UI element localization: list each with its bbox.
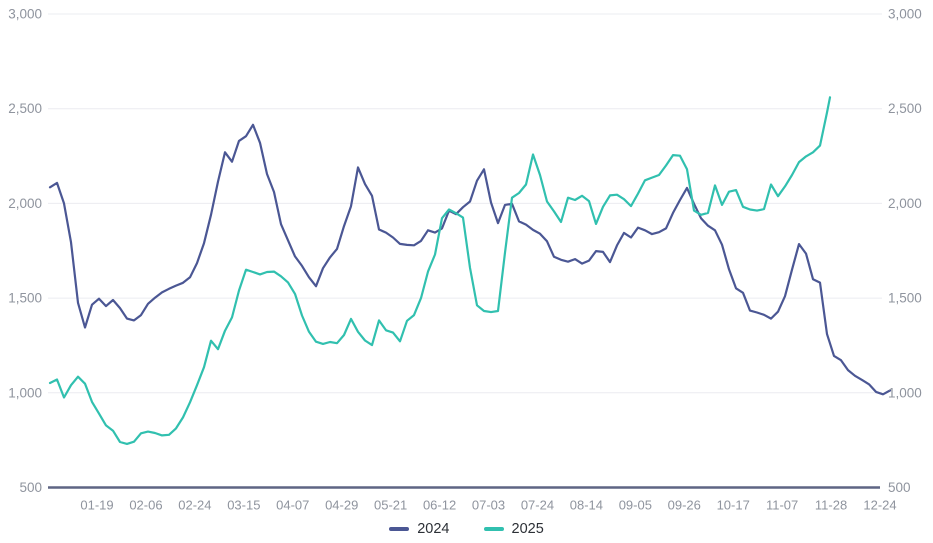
y-tick-label-right: 2,000 bbox=[888, 196, 922, 211]
y-tick-label-left: 3,000 bbox=[8, 7, 42, 22]
x-tick-label: 04-07 bbox=[276, 498, 309, 513]
gridlines bbox=[48, 13, 882, 489]
series-line-2025 bbox=[48, 96, 832, 445]
y-axis-labels-right: 500 1,000 1,500 2,000 2,500 3,000 bbox=[888, 7, 922, 496]
x-tick-label: 09-05 bbox=[619, 498, 652, 513]
y-tick-label-left: 500 bbox=[19, 480, 42, 495]
legend-swatch-2025 bbox=[483, 527, 504, 531]
x-tick-label: 07-03 bbox=[472, 498, 505, 513]
x-tick-label: 03-15 bbox=[227, 498, 260, 513]
x-axis-labels: 01-19 02-06 02-24 03-15 04-07 04-29 05-21 06-12… bbox=[80, 498, 896, 513]
y-tick-label-left: 1,500 bbox=[8, 291, 42, 306]
y-tick-label-right: 1,500 bbox=[888, 291, 922, 306]
series-lines bbox=[48, 96, 892, 445]
y-axis-labels-left: 500 1,000 1,500 2,000 2,500 3,000 bbox=[8, 7, 42, 496]
y-tick-label-left: 1,000 bbox=[8, 385, 42, 400]
x-tick-label: 12-24 bbox=[863, 498, 896, 513]
x-tick-label: 07-24 bbox=[521, 498, 554, 513]
x-tick-label: 08-14 bbox=[570, 498, 603, 513]
x-tick-label: 09-26 bbox=[668, 498, 701, 513]
y-tick-label-right: 3,000 bbox=[888, 7, 922, 22]
x-tick-label: 02-06 bbox=[129, 498, 162, 513]
x-tick-label: 10-17 bbox=[717, 498, 750, 513]
x-tick-label: 05-21 bbox=[374, 498, 407, 513]
y-tick-label-right: 1,000 bbox=[888, 385, 922, 400]
x-tick-label: 01-19 bbox=[80, 498, 113, 513]
legend-item-2024[interactable]: 2024 bbox=[389, 521, 450, 537]
legend-swatch-2024 bbox=[389, 527, 410, 531]
legend-label: 2025 bbox=[511, 521, 544, 537]
y-tick-label-left: 2,500 bbox=[8, 101, 42, 116]
legend-item-2025[interactable]: 2025 bbox=[483, 521, 544, 537]
y-tick-label-left: 2,000 bbox=[8, 196, 42, 211]
legend-label: 2024 bbox=[417, 521, 450, 537]
y-tick-label-right: 500 bbox=[888, 480, 911, 495]
x-tick-label: 02-24 bbox=[178, 498, 211, 513]
chart-legend: 2024 2025 bbox=[0, 521, 933, 537]
x-tick-label: 11-07 bbox=[766, 498, 798, 513]
series-line-2024 bbox=[48, 123, 892, 396]
x-tick-label: 06-12 bbox=[423, 498, 456, 513]
x-tick-label: 04-29 bbox=[325, 498, 358, 513]
x-tick-label: 11-28 bbox=[815, 498, 847, 513]
y-tick-label-right: 2,500 bbox=[888, 101, 922, 116]
